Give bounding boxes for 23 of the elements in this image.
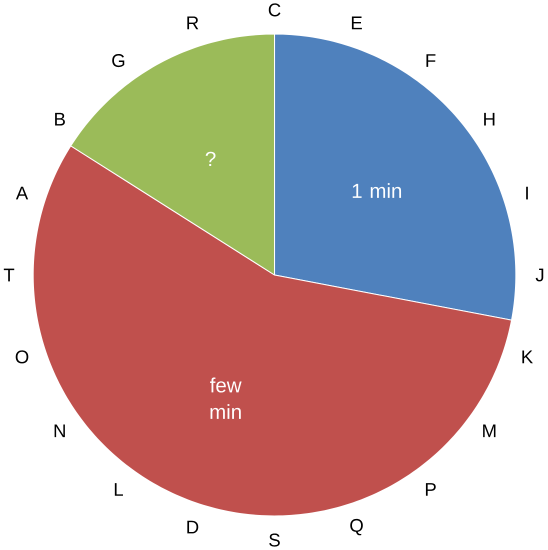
text: H	[484, 112, 494, 126]
text: F	[426, 54, 436, 67]
slice-label: few min	[210, 378, 242, 419]
slice-label: 1 min	[352, 183, 402, 198]
text: P	[426, 483, 436, 496]
text: E	[352, 16, 362, 30]
text: D	[187, 520, 198, 534]
text: A	[16, 186, 28, 200]
text: O	[16, 350, 28, 364]
text: L	[114, 483, 123, 496]
text: R	[187, 16, 198, 30]
text: T	[4, 268, 14, 282]
text: S	[269, 534, 280, 547]
text: N	[54, 424, 65, 438]
text: Q	[350, 518, 363, 536]
text: B	[55, 112, 65, 126]
text: I	[526, 186, 528, 200]
text: C	[268, 3, 280, 16]
text: K	[522, 350, 533, 364]
text: G	[112, 54, 124, 68]
text: M	[483, 424, 496, 438]
slice-label: ?	[206, 152, 216, 166]
text: J	[536, 268, 544, 282]
